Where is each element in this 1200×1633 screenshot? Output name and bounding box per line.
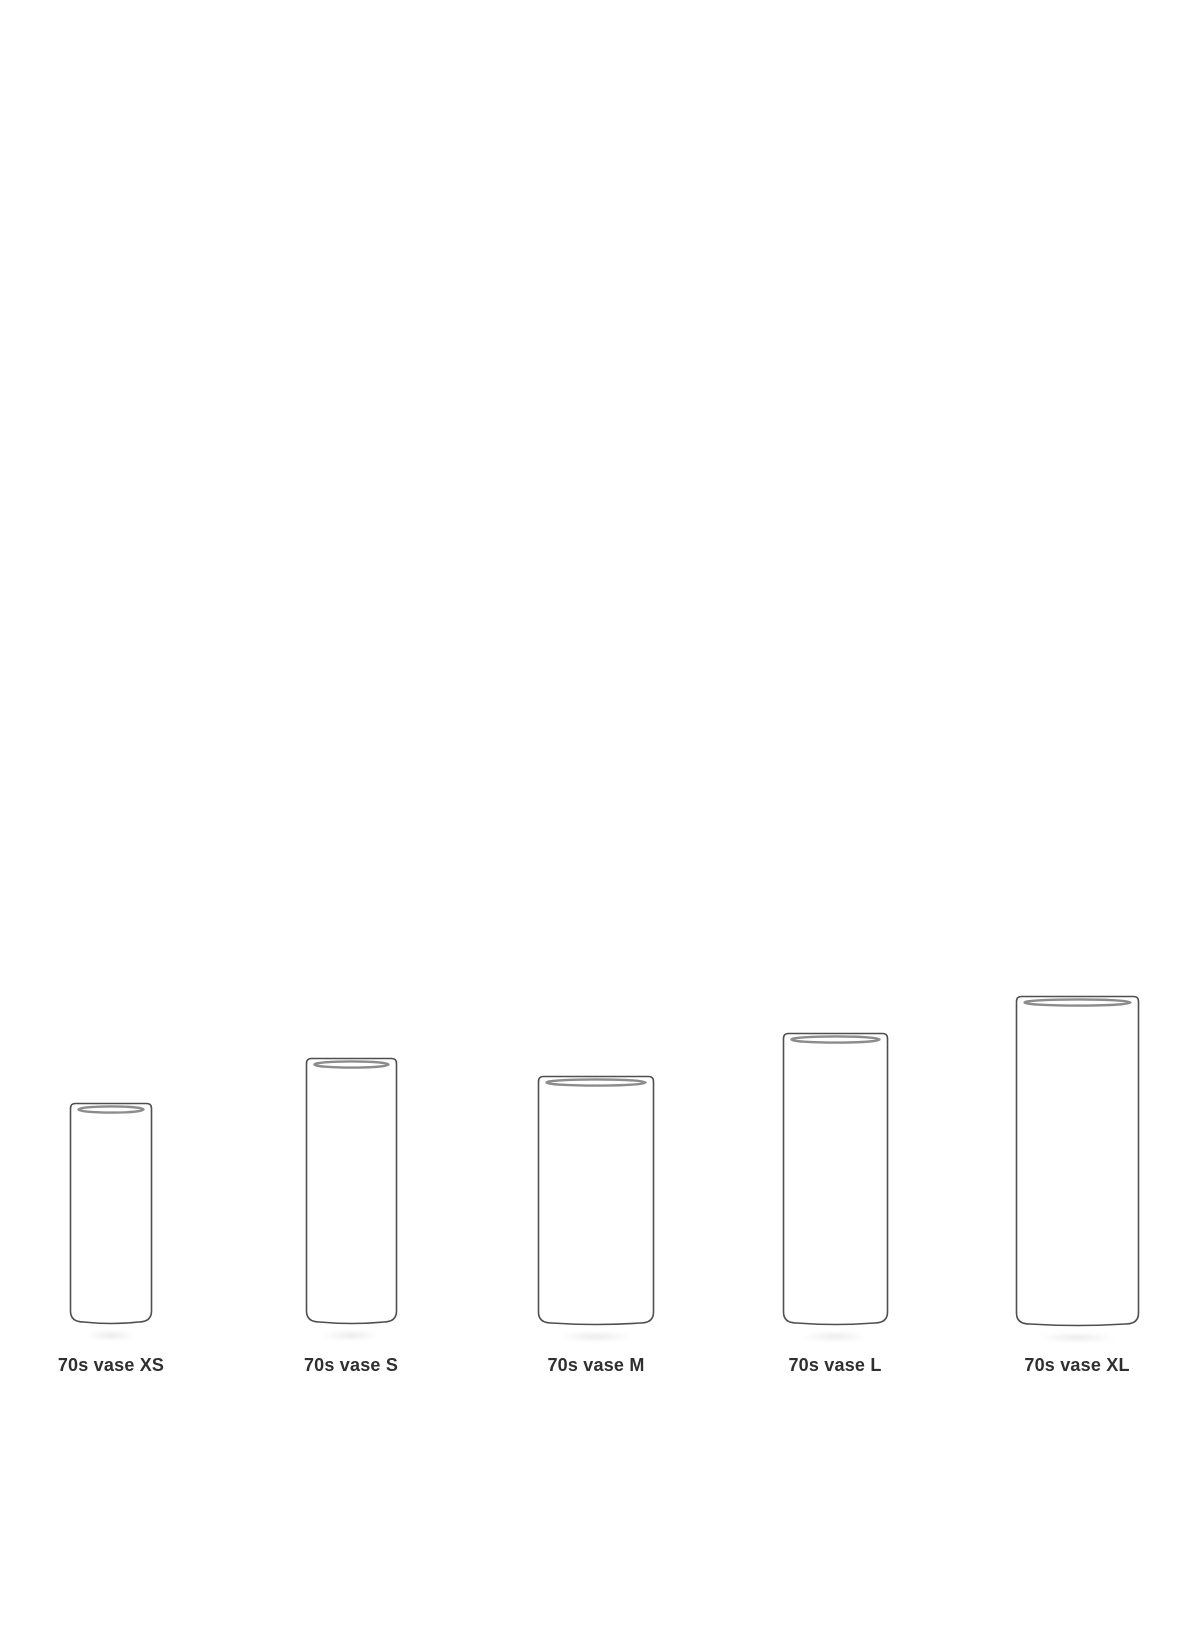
vase-outline-drawing	[305, 1057, 397, 1325]
vase-shadow	[800, 1332, 870, 1341]
vase-size-label: 70s vase M	[547, 1355, 645, 1375]
vase-size-label: 70s vase XS	[57, 1355, 165, 1375]
vase-size-label: 70s vase S	[303, 1355, 399, 1375]
vase-shadow	[321, 1331, 381, 1340]
vase-figure: 70s vase M	[537, 1075, 655, 1375]
vase-figure: 70s vase XL	[1015, 995, 1140, 1375]
vase-figure: 70s vase S	[304, 1057, 398, 1375]
vase-figure: 70s vase L	[782, 1032, 889, 1375]
vase-outline-drawing	[69, 1102, 153, 1325]
vase-shadow	[84, 1331, 138, 1340]
vase-size-label: 70s vase L	[788, 1355, 882, 1375]
vase-outline-drawing	[537, 1075, 655, 1326]
vase-outline-drawing	[782, 1032, 888, 1326]
vase-shadow	[558, 1332, 634, 1341]
vase-shadow	[1037, 1333, 1117, 1342]
vase-figure: 70s vase XS	[58, 1102, 164, 1375]
vase-size-label: 70s vase XL	[1024, 1355, 1130, 1375]
vase-outline-drawing	[1015, 995, 1139, 1327]
